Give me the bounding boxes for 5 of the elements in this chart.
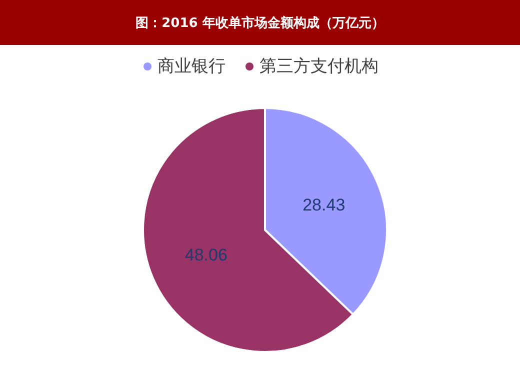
legend-label: 商业银行 (158, 56, 226, 76)
legend-label: 第三方支付机构 (260, 56, 378, 76)
data-label: 48.06 (184, 246, 228, 265)
chart-title: 图：2016 年收单市场金额构成（万亿元） (0, 0, 520, 45)
data-label: 28.43 (302, 195, 346, 214)
